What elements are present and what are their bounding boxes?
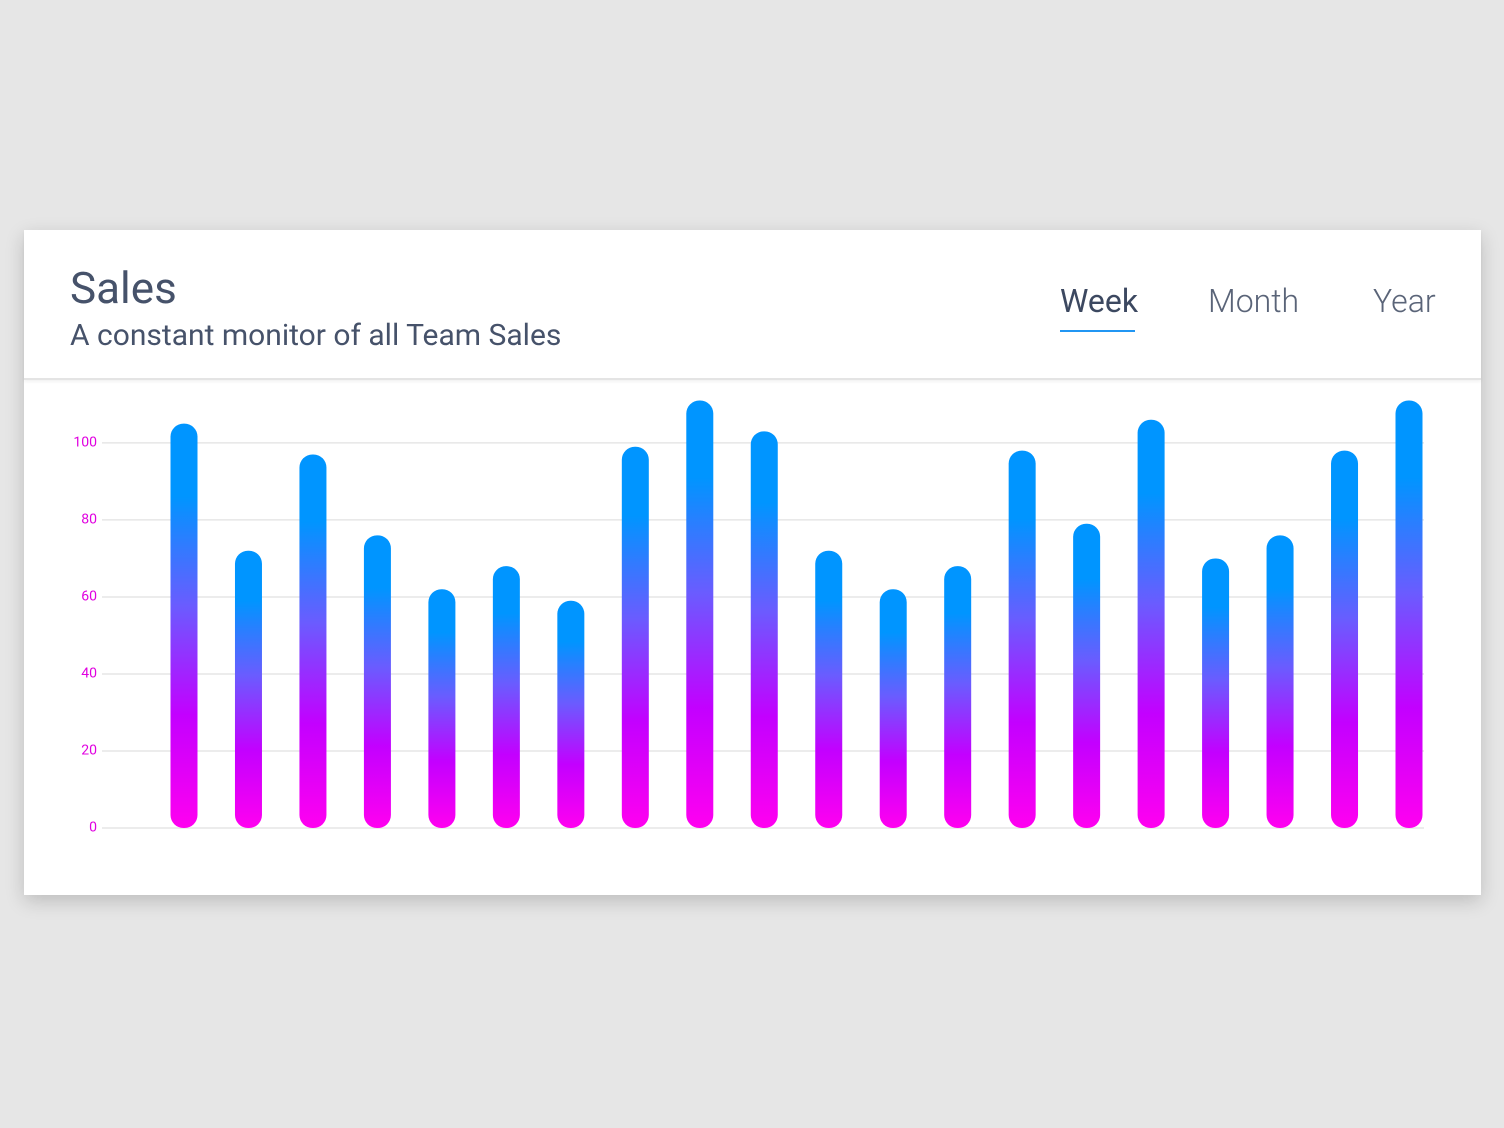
card-header: Sales A constant monitor of all Team Sal… bbox=[24, 230, 1481, 380]
bar bbox=[750, 431, 778, 828]
bar bbox=[1137, 419, 1165, 828]
tab-underline bbox=[1060, 330, 1135, 332]
bar bbox=[234, 550, 262, 828]
bar bbox=[815, 550, 843, 828]
tab[interactable]: Week bbox=[1060, 282, 1139, 320]
bar bbox=[1073, 523, 1101, 828]
y-tick-label: 80 bbox=[81, 512, 97, 528]
bar bbox=[944, 566, 972, 828]
bar bbox=[1008, 450, 1036, 828]
bar bbox=[686, 400, 714, 828]
tab[interactable]: Month bbox=[1208, 282, 1300, 320]
chart-title: Sales bbox=[70, 262, 177, 314]
bar bbox=[879, 589, 907, 828]
bar bbox=[299, 454, 327, 828]
y-tick-label: 40 bbox=[81, 666, 97, 682]
bar bbox=[492, 566, 520, 828]
bar bbox=[557, 600, 585, 828]
bar bbox=[621, 446, 649, 828]
chart-subtitle: A constant monitor of all Team Sales bbox=[70, 318, 562, 353]
bar bbox=[1266, 535, 1294, 828]
tab[interactable]: Year bbox=[1373, 282, 1436, 320]
bar bbox=[428, 589, 456, 828]
bar bbox=[1202, 558, 1230, 828]
y-tick-label: 60 bbox=[81, 589, 97, 605]
bar bbox=[170, 423, 198, 828]
y-tick-label: 100 bbox=[73, 435, 97, 451]
bar bbox=[363, 535, 391, 828]
y-tick-label: 20 bbox=[81, 743, 97, 759]
bar bbox=[1331, 450, 1359, 828]
bar bbox=[1395, 400, 1423, 828]
y-tick-label: 0 bbox=[89, 820, 97, 836]
